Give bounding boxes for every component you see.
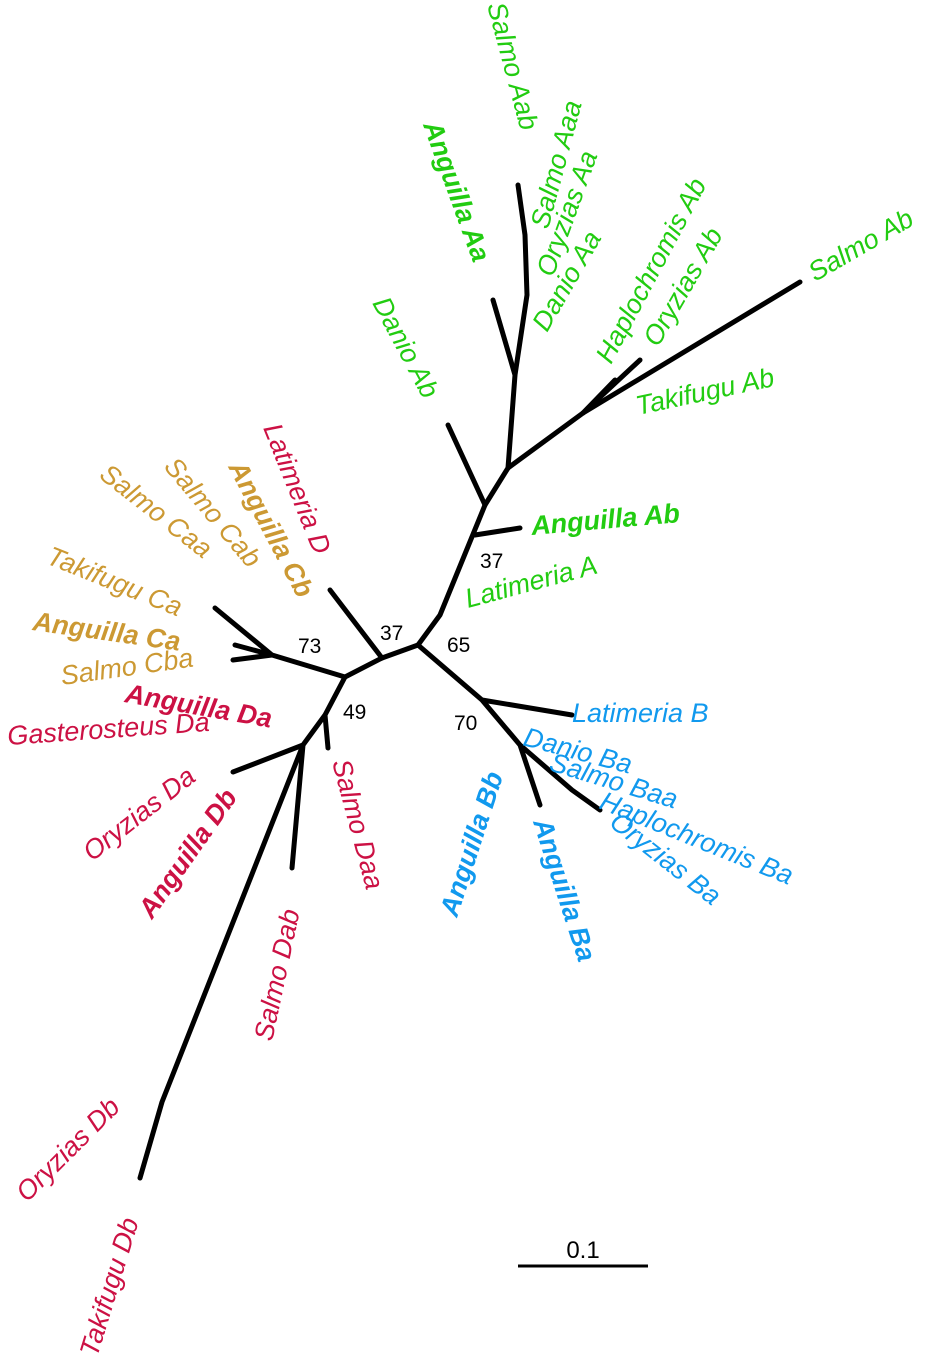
branch-backbone-a — [415, 182, 530, 648]
scale-bar-label: 0.1 — [566, 1237, 599, 1264]
tip-label-salmo-ab: Salmo Ab — [803, 203, 919, 287]
bootstrap-value: 49 — [343, 701, 366, 724]
bootstrap-value: 73 — [298, 635, 321, 658]
bootstrap-values: 37 37 65 73 49 70 — [298, 550, 503, 735]
bootstrap-value: 37 — [480, 550, 503, 573]
branch-anguilla-aa — [490, 297, 518, 378]
tip-label-salmo-dab: Salmo Dab — [249, 906, 306, 1043]
tip-label-takifugu-db: Takifugu Db — [74, 1214, 145, 1360]
tip-label-anguilla-aa: Anguilla Aa — [417, 116, 496, 266]
bootstrap-value: 70 — [454, 712, 477, 735]
tip-label-latimeria-b: Latimeria B — [572, 698, 709, 728]
branch-latimeria-d — [327, 587, 385, 661]
bootstrap-value: 37 — [380, 622, 403, 645]
branch-clade-b — [415, 642, 603, 813]
tip-label-anguilla-ba: Anguilla Ba — [527, 814, 602, 965]
branch-anguilla-ab — [472, 525, 523, 538]
branch-ab-fan — [580, 357, 643, 416]
scale-bar: 0.1 — [518, 1237, 648, 1268]
branch-clade-d — [137, 674, 348, 1181]
tip-label-oryzias-db: Oryzias Db — [10, 1092, 126, 1208]
tip-label-anguilla-bb: Anguilla Bb — [434, 768, 509, 921]
tree-branches — [137, 182, 803, 1181]
tip-label-salmo-aab: Salmo Aab — [481, 0, 544, 133]
tip-label-salmo-daa: Salmo Daa — [326, 756, 390, 893]
tip-label-danio-ab: Danio Ab — [367, 292, 445, 403]
tip-label-gasterosteus-da: Gasterosteus Da — [6, 707, 210, 751]
branch-danio-ab — [445, 422, 488, 508]
branch-backbone-center — [342, 642, 421, 680]
tip-label-anguilla-ab: Anguilla Ab — [529, 498, 681, 541]
bootstrap-value: 65 — [447, 634, 470, 657]
branch-clade-c — [212, 605, 348, 680]
